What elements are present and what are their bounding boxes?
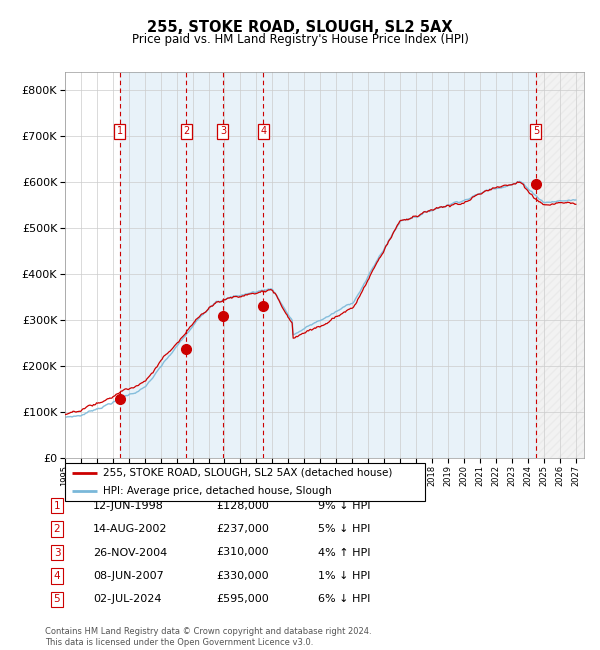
Text: 6% ↓ HPI: 6% ↓ HPI <box>318 594 370 604</box>
Text: 9% ↓ HPI: 9% ↓ HPI <box>318 500 371 511</box>
Text: HPI: Average price, detached house, Slough: HPI: Average price, detached house, Slou… <box>103 486 331 496</box>
Text: 5% ↓ HPI: 5% ↓ HPI <box>318 524 370 534</box>
Text: 1% ↓ HPI: 1% ↓ HPI <box>318 571 370 581</box>
Text: 2: 2 <box>184 126 190 136</box>
Text: £128,000: £128,000 <box>216 500 269 511</box>
Text: 5: 5 <box>533 126 539 136</box>
Text: 14-AUG-2002: 14-AUG-2002 <box>93 524 167 534</box>
Text: 3: 3 <box>220 126 226 136</box>
Text: 255, STOKE ROAD, SLOUGH, SL2 5AX (detached house): 255, STOKE ROAD, SLOUGH, SL2 5AX (detach… <box>103 467 392 478</box>
Text: 1: 1 <box>53 500 61 511</box>
Text: 1: 1 <box>116 126 123 136</box>
Text: 08-JUN-2007: 08-JUN-2007 <box>93 571 164 581</box>
Text: 2: 2 <box>53 524 61 534</box>
Text: Contains HM Land Registry data © Crown copyright and database right 2024.
This d: Contains HM Land Registry data © Crown c… <box>45 627 371 647</box>
Text: £330,000: £330,000 <box>216 571 269 581</box>
Text: £595,000: £595,000 <box>216 594 269 604</box>
Text: 26-NOV-2004: 26-NOV-2004 <box>93 547 167 558</box>
Text: 4% ↑ HPI: 4% ↑ HPI <box>318 547 371 558</box>
Bar <box>536 72 584 458</box>
Bar <box>120 72 536 458</box>
Text: £237,000: £237,000 <box>216 524 269 534</box>
Text: 02-JUL-2024: 02-JUL-2024 <box>93 594 161 604</box>
Text: £310,000: £310,000 <box>216 547 269 558</box>
Text: 255, STOKE ROAD, SLOUGH, SL2 5AX: 255, STOKE ROAD, SLOUGH, SL2 5AX <box>147 20 453 34</box>
Text: 4: 4 <box>53 571 61 581</box>
Text: 12-JUN-1998: 12-JUN-1998 <box>93 500 164 511</box>
Text: 3: 3 <box>53 547 61 558</box>
Text: Price paid vs. HM Land Registry's House Price Index (HPI): Price paid vs. HM Land Registry's House … <box>131 32 469 46</box>
Text: 5: 5 <box>53 594 61 604</box>
Text: 4: 4 <box>260 126 266 136</box>
FancyBboxPatch shape <box>65 463 425 500</box>
